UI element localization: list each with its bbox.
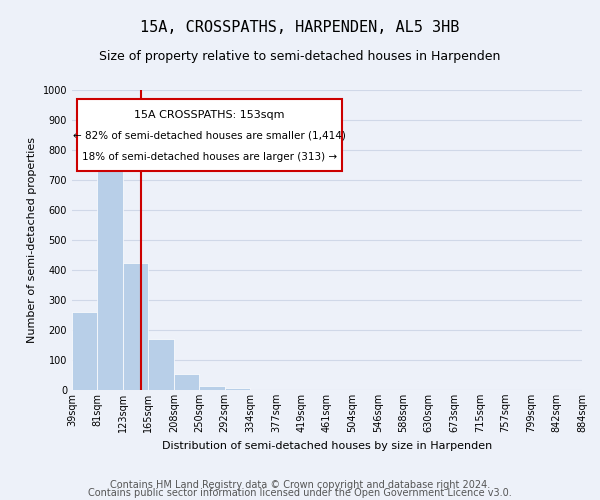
X-axis label: Distribution of semi-detached houses by size in Harpenden: Distribution of semi-detached houses by … bbox=[162, 440, 492, 450]
Text: 15A CROSSPATHS: 153sqm: 15A CROSSPATHS: 153sqm bbox=[134, 110, 285, 120]
Text: Size of property relative to semi-detached houses in Harpenden: Size of property relative to semi-detach… bbox=[100, 50, 500, 63]
FancyBboxPatch shape bbox=[77, 99, 342, 171]
Text: 18% of semi-detached houses are larger (313) →: 18% of semi-detached houses are larger (… bbox=[82, 152, 337, 162]
Bar bbox=[224, 388, 250, 390]
Text: Contains HM Land Registry data © Crown copyright and database right 2024.: Contains HM Land Registry data © Crown c… bbox=[110, 480, 490, 490]
Text: Contains public sector information licensed under the Open Government Licence v3: Contains public sector information licen… bbox=[88, 488, 512, 498]
Bar bbox=[97, 144, 122, 390]
Y-axis label: Number of semi-detached properties: Number of semi-detached properties bbox=[27, 137, 37, 343]
Text: 15A, CROSSPATHS, HARPENDEN, AL5 3HB: 15A, CROSSPATHS, HARPENDEN, AL5 3HB bbox=[140, 20, 460, 35]
Text: ← 82% of semi-detached houses are smaller (1,414): ← 82% of semi-detached houses are smalle… bbox=[73, 130, 346, 140]
Bar bbox=[72, 312, 97, 390]
Bar bbox=[148, 339, 174, 390]
Bar bbox=[199, 386, 224, 390]
Bar bbox=[174, 374, 199, 390]
Bar bbox=[122, 262, 148, 390]
